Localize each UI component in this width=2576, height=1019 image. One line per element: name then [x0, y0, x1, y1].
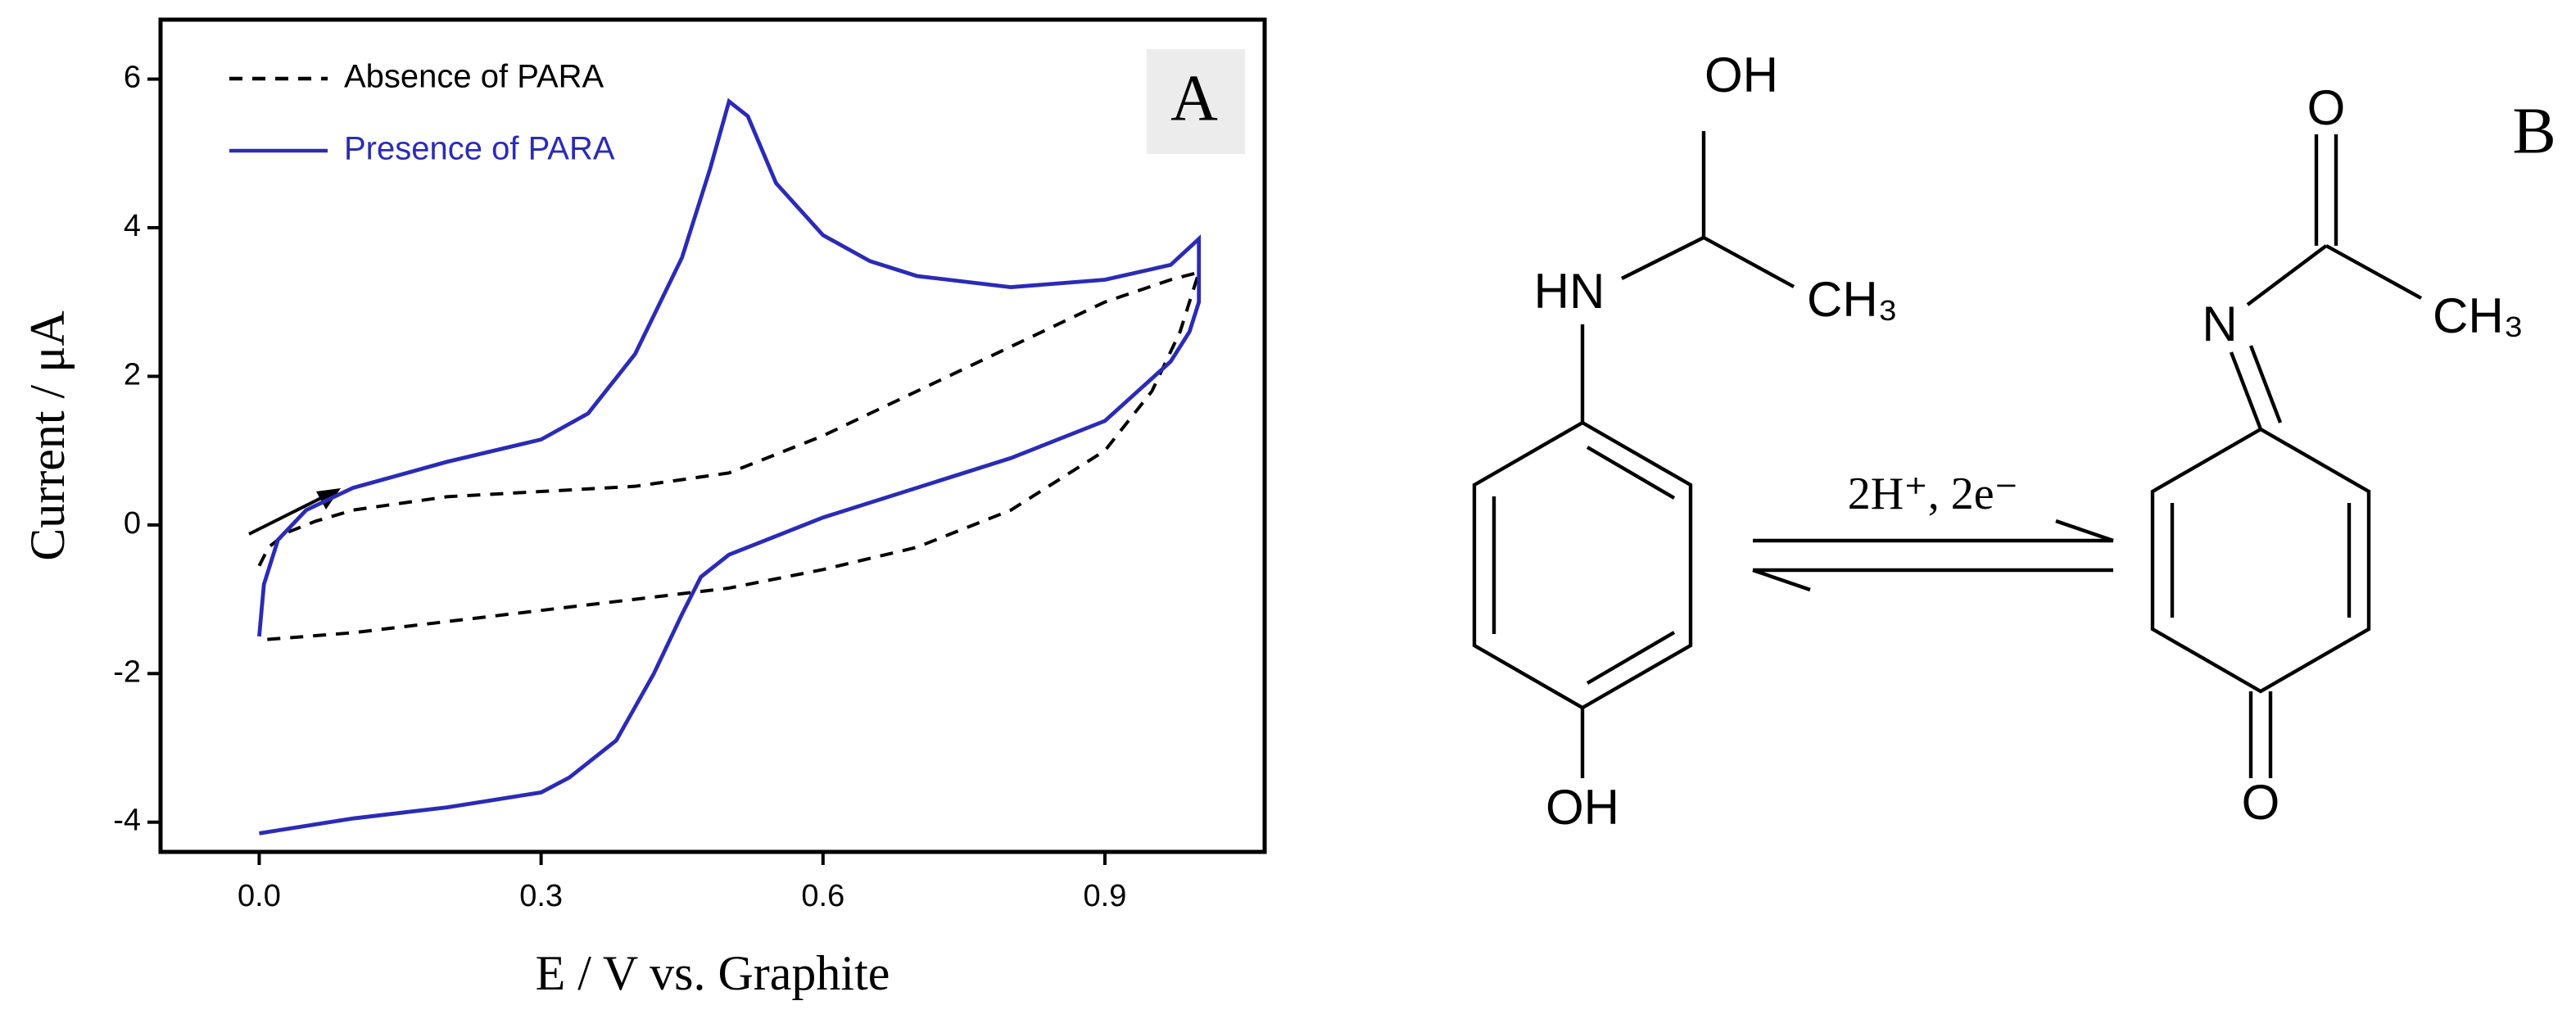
y-tick-label: 0 — [124, 506, 141, 541]
x-tick-label: 0.9 — [1084, 879, 1127, 913]
atom-label: N — [2202, 297, 2237, 351]
y-axis-title: Current / μA — [20, 310, 75, 560]
atom-label: O — [2242, 775, 2280, 830]
series-line — [257, 269, 1202, 642]
plot-frame — [158, 17, 1267, 854]
atom-label: OH — [1546, 780, 1619, 835]
x-axis-title: E / V vs. Graphite — [536, 946, 890, 1000]
series-line — [257, 97, 1202, 836]
structure-left — [1472, 131, 1795, 778]
panel-label: A — [1170, 62, 1218, 134]
legend-label: Absence of PARA — [344, 59, 604, 95]
reaction-conditions: 2H⁺, 2e⁻ — [1848, 469, 2018, 519]
panel-label: B — [2512, 95, 2556, 167]
atom-label: OH — [1705, 48, 1778, 102]
y-tick-label: -2 — [113, 654, 141, 689]
atom-label: CH₃ — [2433, 288, 2524, 343]
y-tick-label: -4 — [113, 804, 141, 838]
panel-label-box — [1147, 49, 1245, 154]
equilibrium-arrows — [1752, 519, 2114, 592]
scan-arrow — [248, 488, 341, 536]
legend-label: Presence of PARA — [344, 131, 615, 167]
x-tick-label: 0.3 — [519, 879, 563, 913]
atom-label: HN — [1534, 264, 1605, 319]
atom-label: O — [2307, 80, 2346, 135]
y-tick-label: 2 — [124, 357, 141, 392]
y-tick-label: 4 — [124, 209, 141, 243]
x-tick-label: 0.0 — [238, 879, 281, 913]
x-tick-label: 0.6 — [801, 879, 844, 913]
atom-label: CH₃ — [1807, 272, 1898, 327]
y-tick-label: 6 — [124, 61, 141, 95]
structure-right — [2150, 134, 2423, 778]
